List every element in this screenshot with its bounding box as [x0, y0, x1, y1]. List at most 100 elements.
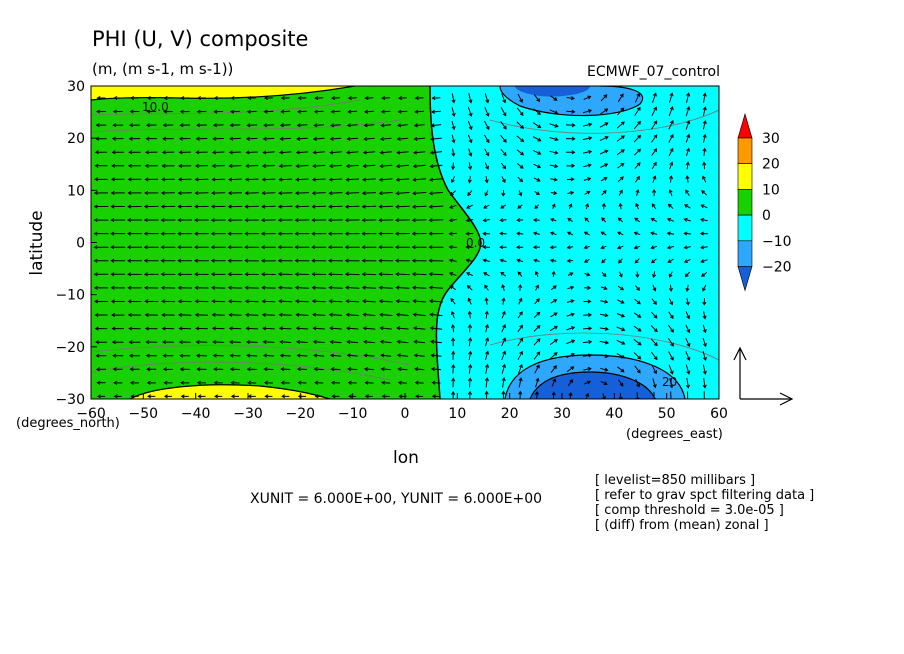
wind-vector — [501, 350, 507, 361]
wind-vector — [395, 191, 410, 196]
wind-vector — [551, 378, 557, 387]
wind-vector — [244, 204, 260, 209]
wind-vector — [210, 272, 226, 277]
wind-vector — [430, 123, 442, 128]
wind-vector — [501, 297, 506, 305]
wind-vector — [549, 109, 559, 115]
wind-vector — [449, 285, 457, 291]
wind-vector — [601, 217, 607, 223]
wind-vector — [110, 258, 126, 263]
wind-vector — [278, 285, 293, 290]
wind-vector — [94, 163, 108, 168]
wind-vector — [330, 123, 341, 128]
wind-vector — [378, 285, 393, 290]
wind-vector — [328, 312, 343, 317]
wind-vector — [395, 258, 410, 263]
wind-vector — [668, 147, 674, 157]
wind-vector — [328, 218, 343, 223]
wind-vector — [228, 163, 242, 169]
wind-vector — [329, 326, 342, 331]
wind-vector — [599, 122, 609, 128]
wind-vector — [450, 324, 456, 333]
wind-vector — [95, 367, 106, 372]
wind-vector — [197, 394, 206, 399]
x-tick-label: −40 — [181, 406, 211, 422]
wind-vector — [585, 202, 590, 210]
wind-vector — [702, 175, 707, 183]
wind-vector — [246, 367, 257, 372]
wind-vector — [160, 245, 176, 250]
wind-vector — [617, 217, 624, 223]
wind-vector — [501, 93, 507, 104]
wind-vector — [378, 231, 394, 236]
wind-vector — [379, 150, 392, 155]
wind-vector — [583, 299, 592, 304]
wind-vector — [450, 310, 455, 319]
colorbar-label: 20 — [762, 157, 780, 173]
wind-vector — [601, 202, 606, 210]
wind-vector — [110, 217, 126, 223]
wind-vector — [160, 258, 176, 263]
wind-vector — [246, 123, 258, 128]
wind-vector — [500, 107, 507, 117]
wind-vector — [328, 204, 343, 209]
wind-vector — [327, 245, 343, 250]
wind-vector — [346, 339, 359, 345]
wind-vector — [378, 245, 394, 250]
wind-vector — [279, 150, 292, 155]
wind-vector — [685, 297, 690, 306]
wind-vector — [194, 258, 209, 263]
wind-vector — [194, 163, 209, 169]
y-tick-label: −10 — [55, 288, 85, 304]
wind-vector — [328, 163, 342, 169]
minor-contours — [91, 99, 719, 381]
x-tick-label: 60 — [710, 406, 728, 422]
wind-vector — [484, 310, 489, 319]
wind-vector — [651, 148, 658, 156]
wind-vector — [635, 189, 640, 197]
wind-vector — [330, 109, 341, 114]
wind-vector — [110, 204, 125, 209]
wind-vector — [279, 136, 291, 141]
wind-vector — [210, 231, 226, 236]
wind-vector — [364, 95, 374, 101]
wind-vector — [146, 95, 156, 101]
wind-vector — [95, 136, 107, 141]
wind-vector — [313, 367, 324, 372]
wind-vector — [144, 190, 159, 196]
wind-vector — [279, 353, 291, 358]
wind-vector — [127, 299, 142, 304]
wind-vector — [451, 364, 456, 374]
wind-vector — [230, 95, 240, 101]
wind-vector — [448, 231, 457, 236]
wind-vector — [582, 136, 593, 141]
wind-vector — [144, 177, 159, 182]
wind-vector — [163, 394, 172, 399]
wind-vector — [294, 258, 310, 263]
y-tick-label: 30 — [67, 79, 85, 95]
wind-vector — [600, 177, 608, 182]
wind-vector — [145, 123, 157, 128]
wind-vector — [210, 204, 226, 209]
contour-label-10: 10.0 — [142, 100, 169, 114]
wind-vector — [329, 339, 342, 345]
wind-vector — [635, 271, 640, 279]
wind-vector — [93, 245, 109, 250]
wind-vector — [668, 351, 674, 361]
wind-vector — [227, 272, 243, 277]
wind-vector — [127, 190, 142, 196]
y-tick-label: 0 — [76, 236, 85, 252]
wind-vector — [312, 163, 326, 169]
wind-vector — [361, 285, 377, 290]
wind-vector — [196, 123, 207, 128]
wind-vector — [652, 378, 657, 389]
wind-vector — [566, 150, 576, 155]
wind-vector — [229, 339, 241, 345]
wind-vector — [313, 123, 325, 128]
wind-vector — [634, 365, 641, 374]
wind-vector — [311, 272, 327, 277]
wind-vector — [467, 190, 473, 197]
wind-vector — [650, 351, 658, 361]
wind-vector — [380, 353, 392, 358]
wind-vector — [684, 204, 691, 209]
